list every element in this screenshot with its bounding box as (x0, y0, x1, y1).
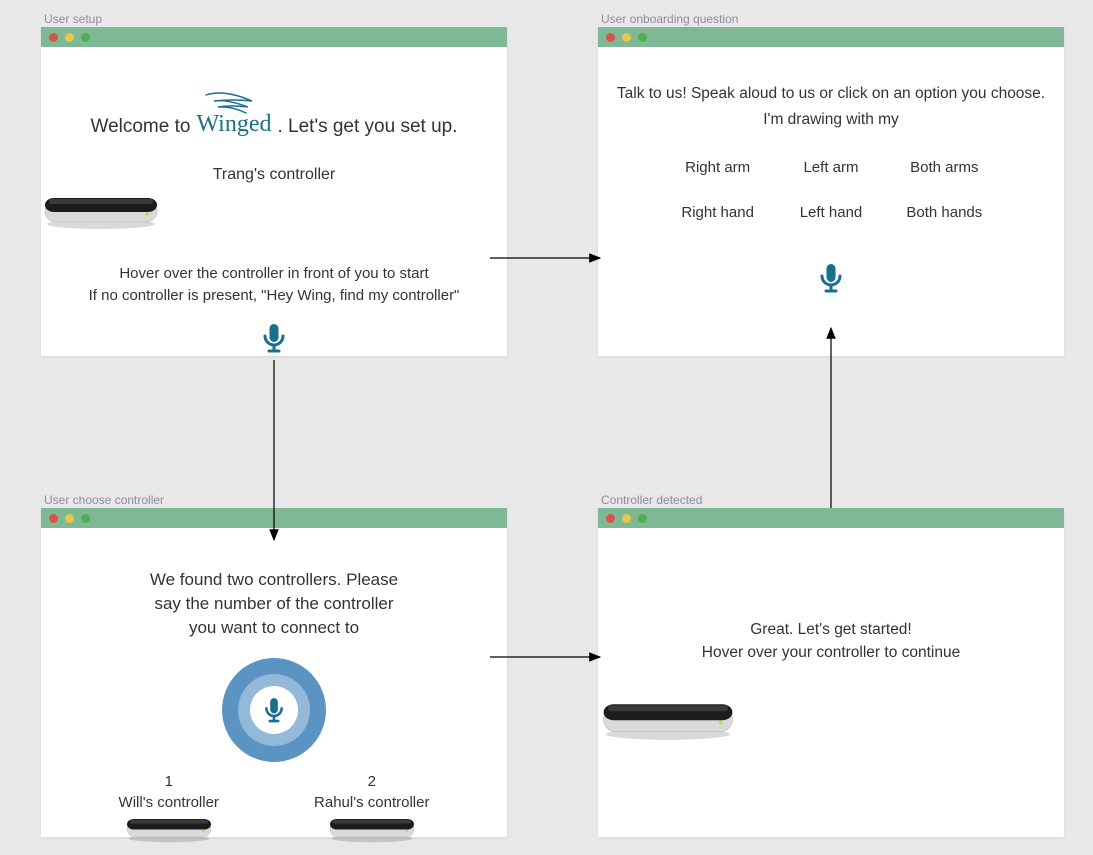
flow-arrow (488, 650, 608, 664)
flow-arrow (267, 358, 281, 548)
found-line: say the number of the controller (41, 592, 507, 616)
titlebar (598, 27, 1064, 47)
minimize-icon[interactable] (65, 33, 74, 42)
found-line: We found two controllers. Please (41, 568, 507, 592)
welcome-pre: Welcome to (90, 116, 190, 138)
option-right-arm[interactable]: Right arm (661, 159, 774, 176)
minimize-icon[interactable] (622, 514, 631, 523)
setup-hint: Hover over the controller in front of yo… (41, 263, 507, 307)
zoom-icon[interactable] (81, 514, 90, 523)
microphone-icon[interactable] (259, 321, 289, 355)
controller-device-icon[interactable] (41, 190, 161, 230)
hint-line: Hover over the controller in front of yo… (41, 263, 507, 285)
controller-number: 1 (119, 773, 219, 790)
titlebar (598, 508, 1064, 528)
great-line: Hover over your controller to continue (598, 641, 1064, 664)
option-both-hands[interactable]: Both hands (888, 204, 1001, 221)
zoom-icon[interactable] (638, 33, 647, 42)
close-icon[interactable] (49, 33, 58, 42)
panel-label: User choose controller (44, 493, 164, 507)
controller-number: 2 (314, 773, 429, 790)
great-message: Great. Let's get started! Hover over you… (598, 618, 1064, 665)
panel-label: User setup (44, 12, 102, 26)
welcome-text: Welcome to Winged . Let's get you set up… (41, 91, 507, 138)
option-left-arm[interactable]: Left arm (774, 159, 887, 176)
microphone-listening-icon[interactable] (219, 655, 329, 765)
window-controller-detected: Great. Let's get started! Hover over you… (598, 508, 1064, 837)
controller-option-1[interactable]: 1 Will's controller (119, 773, 219, 847)
hint-line: If no controller is present, "Hey Wing, … (41, 285, 507, 307)
flow-arrow (488, 251, 608, 265)
controller-device-icon[interactable] (598, 695, 738, 741)
close-icon[interactable] (606, 514, 615, 523)
brand-logo: Winged (196, 91, 271, 138)
minimize-icon[interactable] (65, 514, 74, 523)
panel-label: Controller detected (601, 493, 702, 507)
controller-device-icon (327, 813, 417, 843)
controller-option-2[interactable]: 2 Rahul's controller (314, 773, 429, 847)
controller-name: Rahul's controller (314, 794, 429, 811)
drawing-prompt: I'm drawing with my (598, 111, 1064, 129)
welcome-post: . Let's get you set up. (277, 116, 457, 138)
microphone-icon[interactable] (816, 261, 846, 295)
window-choose-controller: We found two controllers. Please say the… (41, 508, 507, 837)
close-icon[interactable] (606, 33, 615, 42)
controller-name: Will's controller (119, 794, 219, 811)
window-user-setup: Welcome to Winged . Let's get you set up… (41, 27, 507, 356)
option-both-arms[interactable]: Both arms (888, 159, 1001, 176)
flow-arrow (824, 320, 838, 510)
option-right-hand[interactable]: Right hand (661, 204, 774, 221)
controller-device-icon (124, 813, 214, 843)
great-line: Great. Let's get started! (598, 618, 1064, 641)
brand-name: Winged (196, 111, 271, 138)
close-icon[interactable] (49, 514, 58, 523)
talk-prompt: Talk to us! Speak aloud to us or click o… (598, 85, 1064, 103)
option-grid: Right arm Left arm Both arms Right hand … (661, 159, 1001, 221)
found-message: We found two controllers. Please say the… (41, 568, 507, 639)
found-line: you want to connect to (41, 616, 507, 640)
zoom-icon[interactable] (638, 514, 647, 523)
titlebar (41, 27, 507, 47)
minimize-icon[interactable] (622, 33, 631, 42)
panel-label: User onboarding question (601, 12, 738, 26)
option-left-hand[interactable]: Left hand (774, 204, 887, 221)
window-onboarding-question: Talk to us! Speak aloud to us or click o… (598, 27, 1064, 356)
zoom-icon[interactable] (81, 33, 90, 42)
controller-label: Trang's controller (41, 166, 507, 184)
